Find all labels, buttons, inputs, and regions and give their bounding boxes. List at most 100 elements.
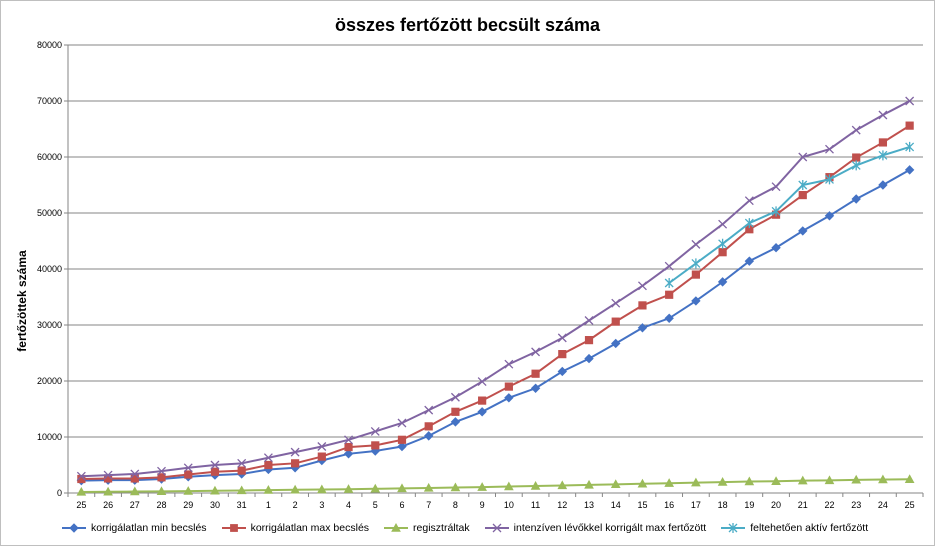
legend-item: intenzíven lévőkkel korrigált max fertőz… — [484, 522, 707, 534]
data-point — [477, 407, 487, 417]
data-point — [316, 484, 327, 494]
legend-item: korrigálatlan max becslés — [221, 522, 369, 534]
data-point — [237, 466, 246, 475]
data-point — [851, 125, 861, 135]
series-5 — [664, 141, 915, 288]
data-point — [530, 383, 541, 393]
x-tick-label: 6 — [399, 500, 404, 510]
data-point — [771, 182, 781, 192]
x-tick-label: 27 — [130, 500, 140, 510]
data-point — [878, 138, 888, 147]
data-point — [69, 523, 79, 533]
data-point — [391, 522, 401, 532]
x-tick-label: 9 — [480, 500, 485, 510]
x-tick-label: 20 — [771, 500, 781, 510]
data-point — [424, 422, 433, 431]
x-tick-label: 25 — [905, 500, 915, 510]
data-point — [504, 393, 514, 403]
legend-swatch — [721, 523, 746, 533]
y-tick-label: 30000 — [37, 320, 62, 330]
series-4 — [76, 96, 915, 481]
data-point — [344, 442, 353, 452]
data-point — [691, 296, 701, 306]
data-point — [904, 165, 915, 175]
x-tick-label: 31 — [237, 500, 247, 510]
data-point — [744, 256, 755, 266]
data-point — [824, 475, 835, 485]
data-point — [291, 459, 300, 468]
legend-label: korrigálatlan min becslés — [91, 522, 207, 534]
x-tick-label: 25 — [76, 500, 86, 510]
data-point — [343, 449, 354, 459]
data-point — [637, 323, 648, 333]
data-point — [530, 480, 541, 490]
data-point — [478, 396, 487, 405]
data-point — [450, 392, 460, 402]
data-point — [229, 524, 238, 532]
data-point — [183, 463, 193, 473]
data-point — [798, 180, 808, 190]
data-point — [531, 347, 541, 357]
legend-swatch — [484, 523, 509, 533]
data-point — [665, 290, 674, 299]
x-tick-label: 5 — [373, 500, 378, 510]
data-point — [210, 460, 220, 470]
x-tick-label: 30 — [210, 500, 220, 510]
legend-label: intenzíven lévőkkel korrigált max fertőz… — [513, 522, 707, 534]
data-point — [397, 418, 407, 428]
x-axis: 25 26 27 28 29 30 31 1 2 3 4 5 6 7 8 9 10 11 12 13 14 15 16 17 1… — [67, 493, 924, 510]
data-point — [184, 470, 193, 479]
data-point — [637, 478, 648, 488]
data-point — [504, 481, 514, 491]
x-tick-label: 21 — [798, 500, 808, 510]
data-point — [610, 479, 621, 489]
data-point — [664, 261, 674, 271]
data-point — [397, 483, 407, 493]
data-point — [691, 239, 701, 249]
series-1 — [76, 165, 915, 486]
data-point — [450, 482, 461, 492]
data-point — [878, 110, 888, 120]
data-point — [878, 474, 888, 484]
data-point — [771, 206, 781, 217]
data-point — [344, 435, 354, 445]
data-point — [317, 442, 327, 451]
data-point — [718, 238, 728, 249]
data-point — [584, 479, 594, 489]
y-tick-label: 70000 — [37, 96, 62, 106]
x-tick-label: 14 — [611, 500, 621, 510]
series-line — [81, 478, 910, 493]
data-point — [851, 194, 861, 204]
data-point — [798, 226, 808, 236]
data-point — [423, 482, 434, 492]
data-point — [728, 523, 738, 533]
data-point — [744, 476, 755, 486]
data-point — [557, 333, 567, 343]
legend-item: korrigálatlan min becslés — [61, 522, 207, 534]
data-point — [397, 435, 407, 444]
x-tick-label: 23 — [851, 500, 861, 510]
data-point — [451, 407, 460, 416]
data-point — [691, 477, 701, 487]
data-point — [637, 281, 647, 291]
data-point — [664, 278, 674, 288]
data-point — [504, 359, 514, 369]
y-tick-label: 0 — [57, 488, 62, 498]
y-tick-label: 60000 — [37, 152, 62, 162]
data-point — [824, 211, 835, 221]
legend-swatch — [62, 523, 86, 533]
data-point — [263, 485, 274, 494]
legend-item: regisztráltak — [383, 522, 470, 534]
x-tick-label: 10 — [504, 500, 514, 510]
data-point — [103, 470, 113, 480]
y-tick-label: 50000 — [37, 208, 62, 218]
x-tick-label: 7 — [426, 500, 431, 510]
x-tick-label: 28 — [157, 500, 167, 510]
data-point — [798, 152, 808, 162]
data-point — [423, 431, 434, 441]
x-tick-label: 29 — [183, 500, 193, 510]
x-tick-label: 12 — [557, 500, 567, 510]
data-point — [290, 447, 300, 457]
